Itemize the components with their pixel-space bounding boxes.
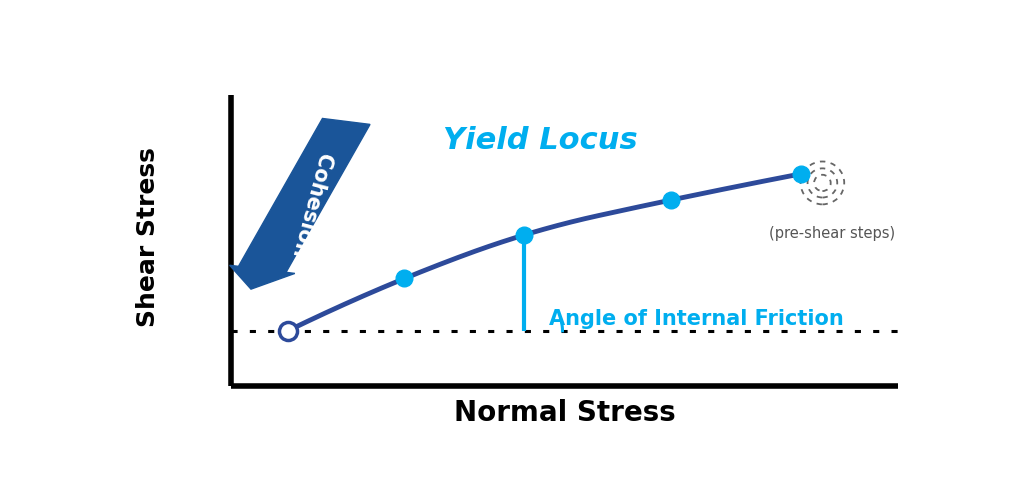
Text: Cohesion: Cohesion bbox=[287, 151, 334, 260]
Text: Shear Stress: Shear Stress bbox=[136, 147, 160, 327]
Text: (pre-shear steps): (pre-shear steps) bbox=[769, 226, 895, 241]
Text: Angle of Internal Friction: Angle of Internal Friction bbox=[549, 309, 844, 329]
Text: Yield Locus: Yield Locus bbox=[443, 125, 638, 154]
FancyArrow shape bbox=[229, 119, 370, 289]
Text: Normal Stress: Normal Stress bbox=[454, 399, 676, 427]
